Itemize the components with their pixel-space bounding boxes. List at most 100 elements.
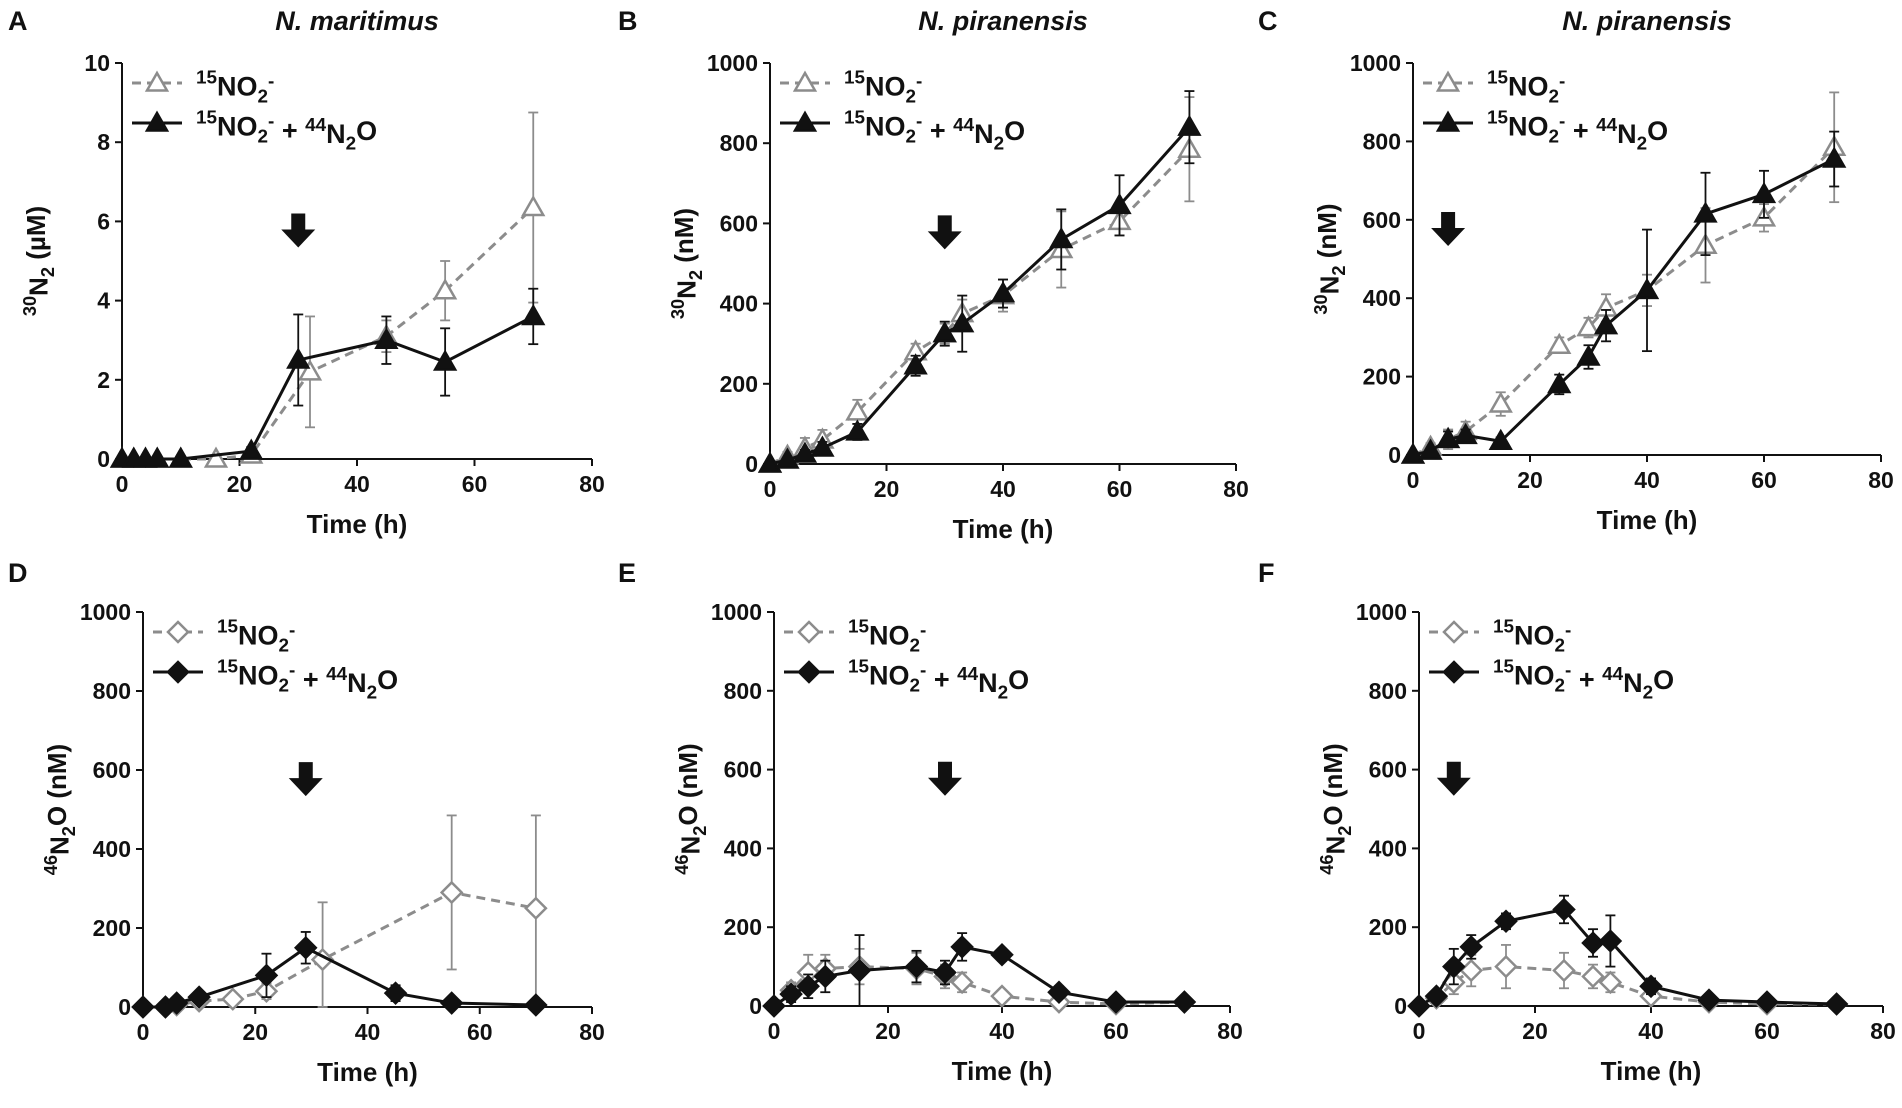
data-point (1488, 428, 1513, 451)
y-axis-label-part-3: O (nM) (1318, 743, 1348, 825)
legend-label-part-2: 2 (279, 635, 290, 656)
legend-label-part-4: + (922, 115, 953, 145)
y-tick-label: 1000 (1356, 599, 1407, 625)
y-tick-label: 400 (720, 291, 758, 317)
series-line (122, 315, 534, 461)
legend-label-part-2: 2 (910, 675, 921, 696)
y-axis-label-part-2: 2 (690, 826, 710, 836)
y-axis-label-part-1: N (45, 836, 75, 855)
legend-label: 15NO2- (844, 67, 922, 107)
y-axis-label-part-2: 2 (59, 826, 79, 836)
series-control (109, 111, 546, 468)
data-point (1547, 371, 1572, 394)
x-tick-label: 0 (1407, 467, 1420, 493)
legend-marker (144, 70, 170, 92)
legend-label-part-7: 2 (1637, 134, 1648, 155)
data-point (1697, 988, 1721, 1012)
series-line (772, 965, 1185, 1008)
x-tick-label: 60 (1103, 1018, 1129, 1044)
legend-marker (166, 660, 190, 684)
legend-label-part-1: NO (869, 621, 910, 651)
data-point (521, 303, 546, 326)
data-point (990, 984, 1014, 1008)
data-point (1822, 146, 1847, 168)
y-tick-label: 8 (97, 129, 110, 155)
y-tick-label: 1000 (1350, 50, 1401, 76)
data-point (810, 435, 835, 457)
data-point (1407, 994, 1431, 1018)
series-treatment (131, 931, 548, 1019)
data-point (1047, 980, 1071, 1004)
legend-label-part-3: - (920, 620, 926, 641)
data-point (1634, 277, 1660, 300)
y-tick-label: 800 (1363, 128, 1401, 154)
legend-label-part-0: 15 (844, 67, 865, 88)
legend-label-part-7: 2 (994, 134, 1005, 155)
arrow-marker (1436, 761, 1471, 796)
y-tick-label: 400 (724, 835, 762, 861)
legend-label-part-6: N (974, 119, 994, 149)
x-axis-label: Time (h) (307, 509, 408, 539)
legend-label-part-1: NO (869, 661, 910, 691)
x-tick-label: 40 (344, 471, 370, 497)
legend: 15NO2-15NO2- + 44N2O (780, 67, 1025, 155)
x-tick-label: 60 (467, 1019, 493, 1045)
x-tick-label: 20 (874, 476, 900, 502)
x-tick-label: 60 (1754, 1018, 1780, 1044)
legend-label-part-2: 2 (910, 635, 921, 656)
y-axis-label-part-3: O (nM) (42, 744, 72, 826)
legend-label-part-5: 44 (957, 664, 979, 685)
legend-label-part-2: 2 (258, 86, 269, 107)
legend: 15NO2-15NO2- + 44N2O (153, 616, 398, 704)
y-tick-label: 1000 (711, 599, 762, 625)
data-point (203, 446, 229, 468)
series-treatment (1407, 894, 1849, 1018)
legend-label-part-8: O (356, 116, 377, 146)
legend-label-part-6: N (347, 668, 367, 698)
legend-label-part-2: 2 (1555, 675, 1566, 696)
legend-label-part-1: NO (865, 72, 906, 102)
legend-label-part-1: NO (238, 661, 279, 691)
legend-label-part-8: O (1647, 116, 1668, 146)
data-point (1459, 958, 1483, 983)
data-point (1104, 990, 1128, 1014)
y-tick-label: 400 (1369, 835, 1407, 861)
legend-label-part-3: - (268, 111, 274, 132)
y-axis-label-part-0: 46 (672, 854, 692, 874)
x-tick-label: 20 (227, 471, 253, 497)
arrow-marker (1431, 211, 1466, 246)
y-axis-label-part-1: N (24, 277, 54, 296)
legend-label-part-3: - (289, 620, 295, 641)
arrow-marker (281, 213, 316, 248)
data-point (383, 981, 408, 1005)
x-tick-label: 20 (1522, 1018, 1548, 1044)
legend-label-part-0: 15 (217, 656, 238, 677)
y-tick-label: 0 (118, 994, 131, 1020)
legend-label-part-4: + (274, 115, 305, 145)
data-point (432, 349, 458, 371)
series-treatment (762, 932, 1197, 1018)
legend: 15NO2-15NO2- + 44N2O (1423, 67, 1668, 155)
y-axis-label-part-2: 2 (1329, 265, 1349, 275)
legend-label-part-5: 44 (305, 115, 327, 136)
data-point (286, 347, 311, 369)
x-axis-label: Time (h) (952, 1056, 1053, 1086)
legend-marker (1435, 70, 1461, 92)
data-point (904, 954, 929, 979)
legend-label-part-3: - (920, 660, 926, 681)
data-point (950, 935, 974, 959)
arrow-marker (927, 215, 962, 250)
legend-label-part-4: + (926, 664, 957, 694)
panel-letter: A (8, 6, 28, 36)
y-tick-label: 800 (720, 130, 758, 156)
data-point (845, 419, 870, 441)
legend-label-part-2: 2 (279, 675, 290, 696)
x-tick-label: 0 (764, 476, 777, 502)
data-point (1494, 954, 1518, 979)
data-point (1552, 897, 1576, 922)
y-tick-label: 0 (745, 451, 758, 477)
legend-label-part-7: 2 (367, 683, 378, 704)
